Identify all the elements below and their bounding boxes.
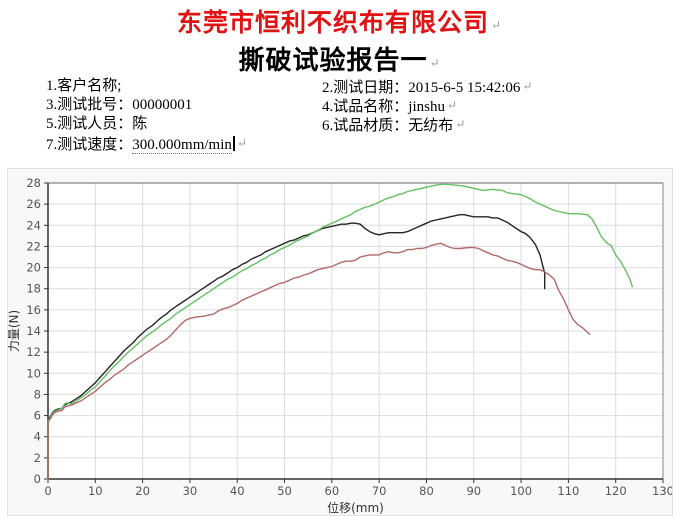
field-label: 6.试品材质 xyxy=(322,118,394,134)
field-row-sample-material[interactable]: 6.试品材质：无纺布 ↵ xyxy=(322,115,532,134)
field-row-batch-number[interactable]: 3.测试批号：00000001 xyxy=(46,96,247,115)
field-value: 陈 xyxy=(132,116,148,132)
y-axis-tick-label: 6 xyxy=(34,409,41,423)
field-row-sample-name[interactable]: 4.试品名称：jinshu ↵ xyxy=(322,96,532,115)
field-value[interactable]: 300.000mm/min xyxy=(132,137,232,154)
x-axis-tick-label: 70 xyxy=(372,484,387,498)
y-axis-tick-label: 16 xyxy=(26,303,41,317)
x-axis-tick-label: 100 xyxy=(510,484,532,498)
y-axis-title: 力量(N) xyxy=(8,310,21,352)
x-axis-tick-label: 120 xyxy=(605,484,627,498)
field-separator: ： xyxy=(393,118,409,134)
curve-green-polyline xyxy=(47,183,633,480)
field-separator: ; xyxy=(117,78,122,94)
field-value: 2015-6-5 15:42:06 xyxy=(408,80,521,96)
line-chart: 0 2 4 6 8 10 12 14 16 18 20 22 24 26 28 0 10 20 30 40 50 60 70… xyxy=(7,168,674,516)
y-axis-tick-label: 24 xyxy=(26,218,41,232)
field-value: 无纺布 xyxy=(408,118,454,134)
y-axis-tick-label: 4 xyxy=(34,430,41,444)
field-value: jinshu xyxy=(408,99,445,115)
x-axis-tick-label: 20 xyxy=(135,484,150,498)
report-title[interactable]: 撕破试验报告一 ↵ xyxy=(0,40,679,77)
field-row-test-date[interactable]: 2.测试日期：2015-6-5 15:42:06 ↵ xyxy=(322,77,532,96)
paragraph-return-icon: ↵ xyxy=(429,56,441,70)
field-separator: ： xyxy=(117,116,133,132)
x-axis-tick-label: 110 xyxy=(557,484,579,498)
y-axis-tick-label: 0 xyxy=(34,472,41,486)
y-axis-tick-label: 18 xyxy=(26,282,41,296)
paragraph-return-icon: ↵ xyxy=(490,18,503,32)
x-axis-tick-label: 60 xyxy=(325,484,340,498)
x-axis-tick-label: 0 xyxy=(44,484,51,498)
x-axis-tick-label: 10 xyxy=(88,484,103,498)
field-separator: ： xyxy=(393,80,409,96)
x-axis-tick-label: 80 xyxy=(419,484,434,498)
y-axis-tick-label: 12 xyxy=(26,345,41,359)
y-axis-tick-label: 14 xyxy=(26,324,41,338)
paragraph-return-icon: ↵ xyxy=(522,79,533,93)
y-axis-tick-label: 8 xyxy=(34,387,41,401)
y-axis-tick-label: 2 xyxy=(34,451,41,465)
curve-black-polyline xyxy=(47,214,546,480)
company-title[interactable]: 东莞市恒利不织布有限公司 ↵ xyxy=(0,3,679,39)
x-axis-tick-label: 90 xyxy=(466,484,481,498)
paragraph-return-icon: ↵ xyxy=(236,136,247,150)
y-axis-tick-label: 26 xyxy=(26,197,41,211)
fields-right-column: 2.测试日期：2015-6-5 15:42:06 ↵ 4.试品名称：jinshu ↵… xyxy=(322,77,532,134)
y-axis-tick-label: 22 xyxy=(26,239,41,253)
y-axis-tick-label: 10 xyxy=(26,366,41,380)
fields-left-column: 1.客户名称; 3.测试批号：00000001 5.测试人员：陈 7.测试速度：… xyxy=(46,77,247,154)
x-axis-tick-label: 30 xyxy=(183,484,198,498)
field-label: 4.试品名称 xyxy=(322,99,394,115)
report-title-text: 撕破试验报告一 xyxy=(238,46,428,75)
field-row-test-speed[interactable]: 7.测试速度：300.000mm/min ↵ xyxy=(46,134,247,154)
field-label: 3.测试批号 xyxy=(46,97,118,113)
x-axis-title: 位移(mm) xyxy=(327,500,384,515)
field-label: 7.测试速度 xyxy=(46,137,118,153)
field-row-customer-name[interactable]: 1.客户名称; xyxy=(46,77,247,96)
x-axis-tick-label: 130 xyxy=(652,484,672,498)
paragraph-return-icon: ↵ xyxy=(446,98,458,112)
company-title-text: 东莞市恒利不织布有限公司 xyxy=(176,10,489,37)
field-separator: ： xyxy=(117,97,133,113)
text-cursor xyxy=(232,136,235,151)
x-axis-tick-label: 50 xyxy=(277,484,292,498)
field-value: 00000001 xyxy=(132,97,193,113)
y-axis-tick-label: 20 xyxy=(26,261,41,275)
field-label: 1.客户名称 xyxy=(46,78,118,94)
field-label: 5.测试人员 xyxy=(46,116,118,132)
field-separator: ： xyxy=(117,137,133,153)
field-label: 2.测试日期 xyxy=(322,80,394,96)
paragraph-return-icon: ↵ xyxy=(455,117,466,131)
curve-red-polyline xyxy=(47,242,591,480)
y-axis-tick-label: 28 xyxy=(26,176,41,190)
field-separator: ： xyxy=(393,99,409,115)
field-row-tester[interactable]: 5.测试人员：陈 xyxy=(46,115,247,134)
x-axis-tick-label: 40 xyxy=(230,484,245,498)
